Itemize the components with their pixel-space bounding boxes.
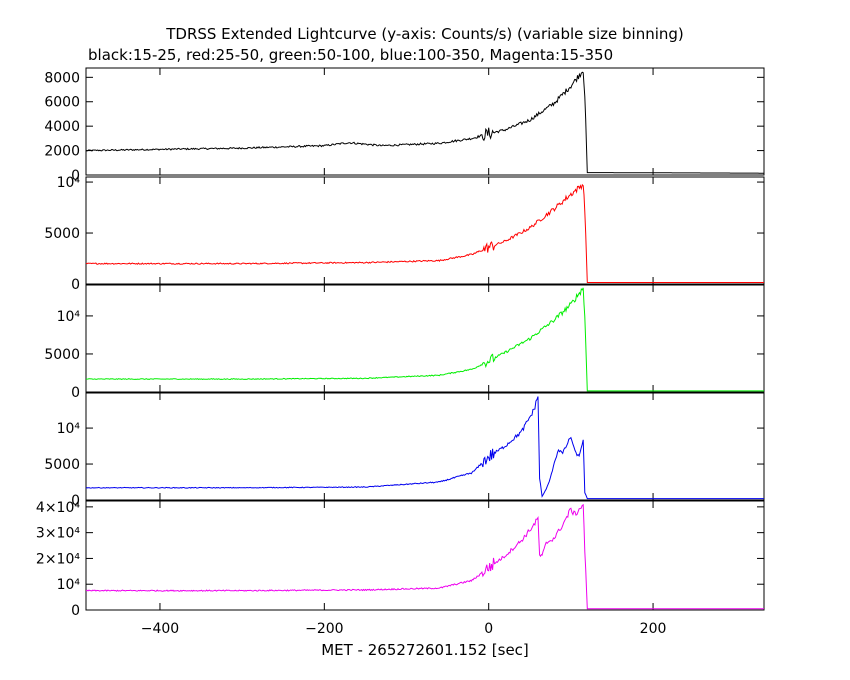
series-line-100-350 (85, 396, 764, 500)
panel-15-350: 0 10⁴ 2×10⁴ 3×10⁴ 4×10⁴ (36, 500, 765, 619)
y-tick-label: 0 (71, 277, 80, 293)
panel-frame (85, 284, 765, 393)
y-tick-label: 10⁴ (57, 309, 81, 325)
y-tick-label: 0 (71, 385, 80, 401)
panel-25-50: 0 5000 10⁴ (44, 175, 765, 293)
panel-50-100: 0 5000 10⁴ (44, 284, 765, 401)
y-tick-label: 0 (71, 493, 80, 509)
panels: 020004000600080000500010⁴0500010⁴0500010… (36, 67, 765, 619)
x-tick-label: −400 (141, 621, 179, 637)
y-tick-label: 6000 (44, 95, 80, 111)
x-tick-label: 200 (640, 621, 667, 637)
x-axis: −400 −200 0 200 (141, 621, 667, 637)
x-tick-label: 0 (484, 621, 493, 637)
y-tick-label: 2×10⁴ (36, 551, 80, 567)
panel-frame (85, 500, 765, 611)
series-line-50-100 (86, 287, 764, 392)
y-tick-label: 5000 (44, 457, 80, 473)
y-tick-label: 4×10⁴ (36, 500, 80, 516)
panel-frame (85, 176, 765, 285)
y-tick-label: 2000 (44, 144, 80, 160)
series-line-25-50 (85, 183, 764, 283)
y-tick-label: 5000 (44, 226, 80, 242)
y-tick-label: 10⁴ (57, 175, 81, 191)
y-tick-label: 8000 (44, 70, 80, 86)
panel-15-25: 0 2000 4000 6000 8000 (44, 67, 765, 184)
series-line-15-25 (85, 71, 764, 174)
chart-title: TDRSS Extended Lightcurve (y-axis: Count… (165, 25, 684, 43)
y-tick-label: 0 (71, 603, 80, 619)
y-tick-label: 10⁴ (57, 577, 81, 593)
x-axis-label: MET - 265272601.152 [sec] (321, 641, 529, 659)
y-tick-label: 5000 (44, 347, 80, 363)
series-line-15-350 (85, 503, 764, 610)
chart-subtitle: black:15-25, red:25-50, green:50-100, bl… (88, 46, 613, 64)
panel-frame (85, 67, 765, 176)
x-tick-label: −200 (305, 621, 343, 637)
panel-100-350: 0 5000 10⁴ (44, 392, 765, 509)
y-tick-label: 0 (71, 168, 80, 184)
y-tick-label: 4000 (44, 119, 80, 135)
panel-frame (85, 392, 765, 501)
y-tick-label: 10⁴ (57, 421, 81, 437)
y-tick-label: 3×10⁴ (36, 526, 80, 542)
